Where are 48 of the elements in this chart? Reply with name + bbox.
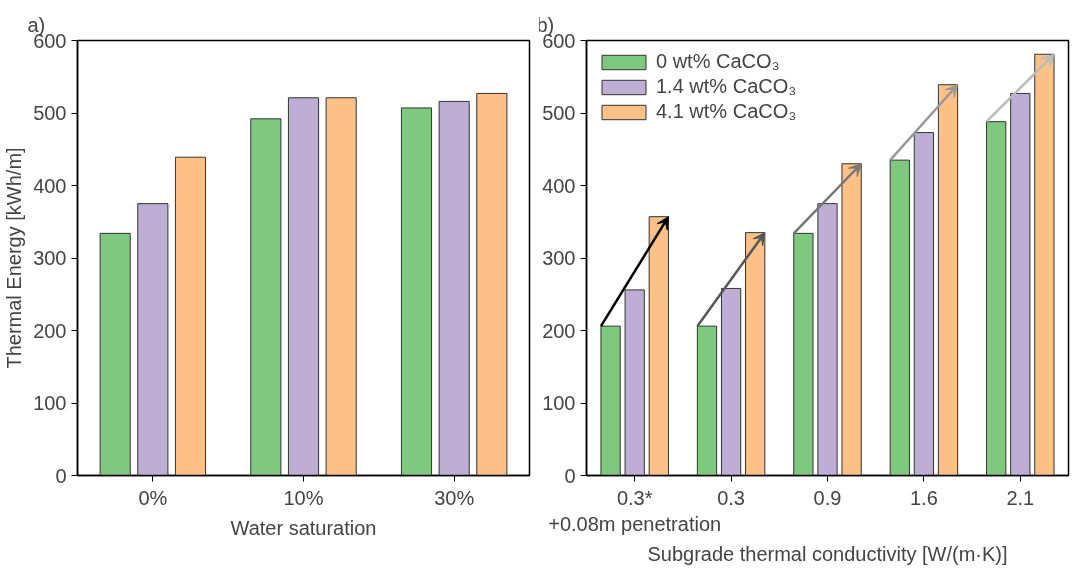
y-tick-label: 400	[542, 174, 576, 197]
bar	[745, 232, 766, 476]
legend-label: 1.4 wt% CaCO₃	[656, 75, 797, 98]
bar	[913, 132, 935, 476]
x-axis-title: Subgrade thermal conductivity [W/(m·K)]	[647, 542, 1008, 565]
bar	[325, 97, 357, 476]
bar	[793, 232, 814, 476]
bar	[817, 203, 838, 476]
bar	[600, 325, 621, 476]
bar	[841, 163, 862, 476]
y-tick-label: 0	[55, 464, 67, 487]
bar	[174, 156, 207, 476]
x-tick-label: 10%	[283, 486, 324, 509]
legend-label: 0 wt% CaCO₃	[656, 50, 780, 73]
y-tick-label: 300	[33, 247, 67, 269]
bar	[696, 325, 718, 476]
y-tick-label: 200	[542, 319, 576, 342]
y-axis-title: Thermal Energy [kWh/m]	[3, 147, 26, 369]
y-tick-label: 400	[33, 174, 67, 197]
bar	[986, 121, 1007, 476]
y-tick-label: 500	[542, 102, 576, 124]
y-tick-label: 100	[542, 392, 576, 414]
bar	[438, 100, 470, 476]
bar	[400, 107, 433, 476]
bar	[624, 289, 645, 476]
bar	[250, 118, 282, 476]
y-tick-label: 500	[33, 102, 67, 124]
bar	[137, 203, 169, 476]
x-tick-label: 30%	[434, 486, 475, 509]
x-tick-label: 2.1	[1006, 486, 1035, 509]
bar	[287, 97, 320, 476]
bar	[1034, 53, 1055, 476]
x-tick-label: 1.6	[910, 486, 938, 509]
legend-label: 4.1 wt% CaCO₃	[656, 100, 797, 123]
y-tick-label: 300	[542, 247, 576, 269]
y-tick-label: 200	[33, 319, 67, 342]
bar	[648, 216, 669, 476]
bar	[720, 287, 742, 476]
bar	[889, 159, 910, 476]
y-tick-label: 0	[564, 464, 576, 487]
bar	[99, 232, 131, 476]
y-tick-label: 100	[33, 392, 67, 414]
bar	[1010, 92, 1031, 476]
x-tick-label: 0%	[138, 486, 168, 509]
x-tick-label: 0.9	[813, 486, 842, 509]
bar	[476, 92, 508, 476]
bar	[937, 84, 959, 476]
x-axis-title: Water saturation	[230, 516, 377, 539]
